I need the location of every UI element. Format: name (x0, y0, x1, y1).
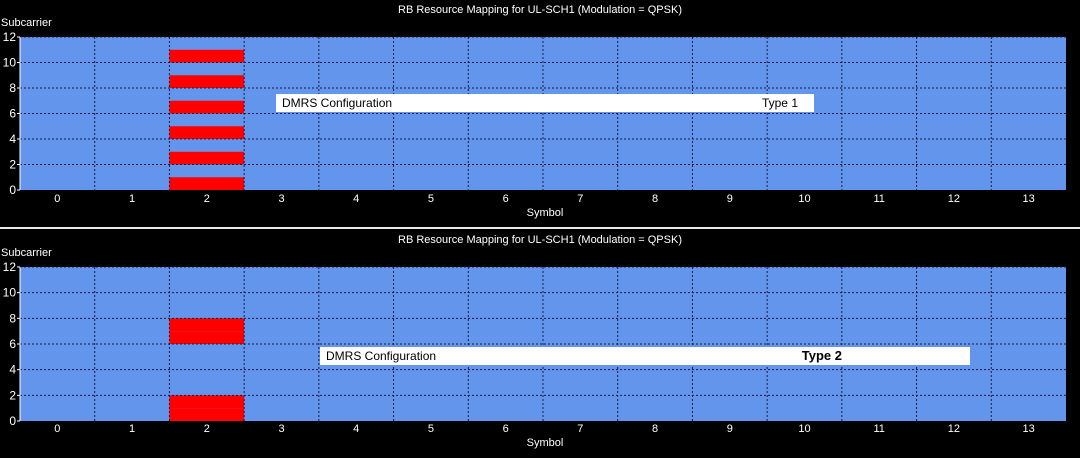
y-tick-label: 12 (3, 30, 17, 44)
x-tick-label: 1 (129, 423, 135, 435)
x-tick-label: 13 (1023, 193, 1035, 205)
y-axis-label: Subcarrier (1, 247, 52, 259)
x-tick-label: 2 (204, 423, 210, 435)
y-tick-label: 2 (9, 158, 16, 172)
chart-title: RB Resource Mapping for UL-SCH1 (Modulat… (398, 234, 682, 246)
y-tick-label: 2 (9, 388, 16, 402)
x-tick-label: 3 (278, 193, 284, 205)
x-tick-label: 9 (727, 193, 733, 205)
x-tick-label: 6 (503, 423, 509, 435)
y-tick-label: 8 (9, 311, 16, 325)
y-tick-label: 4 (9, 363, 16, 377)
chart-title: RB Resource Mapping for UL-SCH1 (Modulat… (398, 4, 682, 16)
y-axis-label: Subcarrier (1, 17, 52, 29)
x-tick-label: 2 (204, 193, 210, 205)
x-tick-label: 10 (798, 423, 810, 435)
x-tick-label: 11 (874, 193, 885, 205)
dmrs-cell (169, 408, 245, 421)
x-tick-label: 7 (577, 423, 583, 435)
annotation-value: Type 2 (801, 348, 842, 363)
x-tick-label: 9 (727, 423, 733, 435)
dmrs-annotation-top: DMRS Configuration Type 1 (276, 94, 814, 112)
x-axis-label: Symbol (527, 207, 564, 219)
x-tick-label: 5 (428, 423, 434, 435)
x-tick-label: 11 (874, 423, 885, 435)
x-tick-label: 6 (503, 193, 509, 205)
y-tick-label: 6 (9, 337, 16, 351)
x-tick-label: 0 (54, 423, 60, 435)
x-tick-label: 1 (129, 193, 135, 205)
x-axis-label: Symbol (527, 437, 564, 449)
x-tick-label: 7 (577, 193, 583, 205)
x-tick-label: 3 (278, 423, 284, 435)
chart-divider (0, 227, 1080, 229)
x-tick-label: 12 (948, 193, 960, 205)
y-tick-label: 0 (9, 414, 16, 428)
dmrs-cell (169, 49, 245, 63)
y-tick-label: 10 (3, 286, 17, 300)
annotation-value: Type 1 (761, 96, 798, 110)
x-tick-label: 12 (948, 423, 960, 435)
y-tick-label: 8 (9, 81, 16, 95)
y-tick-label: 12 (3, 260, 17, 274)
y-tick-label: 0 (9, 183, 16, 197)
y-tick-label: 10 (3, 56, 17, 70)
dmrs-annotation-bottom: DMRS Configuration Type 2 (320, 347, 970, 365)
dmrs-cell (169, 75, 245, 88)
x-tick-label: 4 (353, 423, 359, 435)
x-tick-label: 8 (652, 193, 658, 205)
y-tick-label: 6 (9, 107, 16, 121)
annotation-label: DMRS Configuration (326, 349, 437, 363)
dmrs-cell (169, 100, 245, 114)
dmrs-cell (169, 318, 245, 332)
annotation-label: DMRS Configuration (282, 96, 393, 110)
x-tick-label: 8 (652, 423, 658, 435)
dmrs-cell (169, 151, 245, 165)
dmrs-cell (169, 177, 245, 190)
x-tick-label: 0 (54, 193, 60, 205)
x-tick-label: 4 (353, 193, 359, 205)
x-tick-label: 13 (1023, 423, 1035, 435)
x-tick-label: 10 (798, 193, 810, 205)
dmrs-cell (169, 331, 245, 344)
y-tick-label: 4 (9, 132, 16, 146)
x-tick-label: 5 (428, 193, 434, 205)
dmrs-cell (169, 126, 245, 139)
dmrs-cell (169, 395, 245, 409)
